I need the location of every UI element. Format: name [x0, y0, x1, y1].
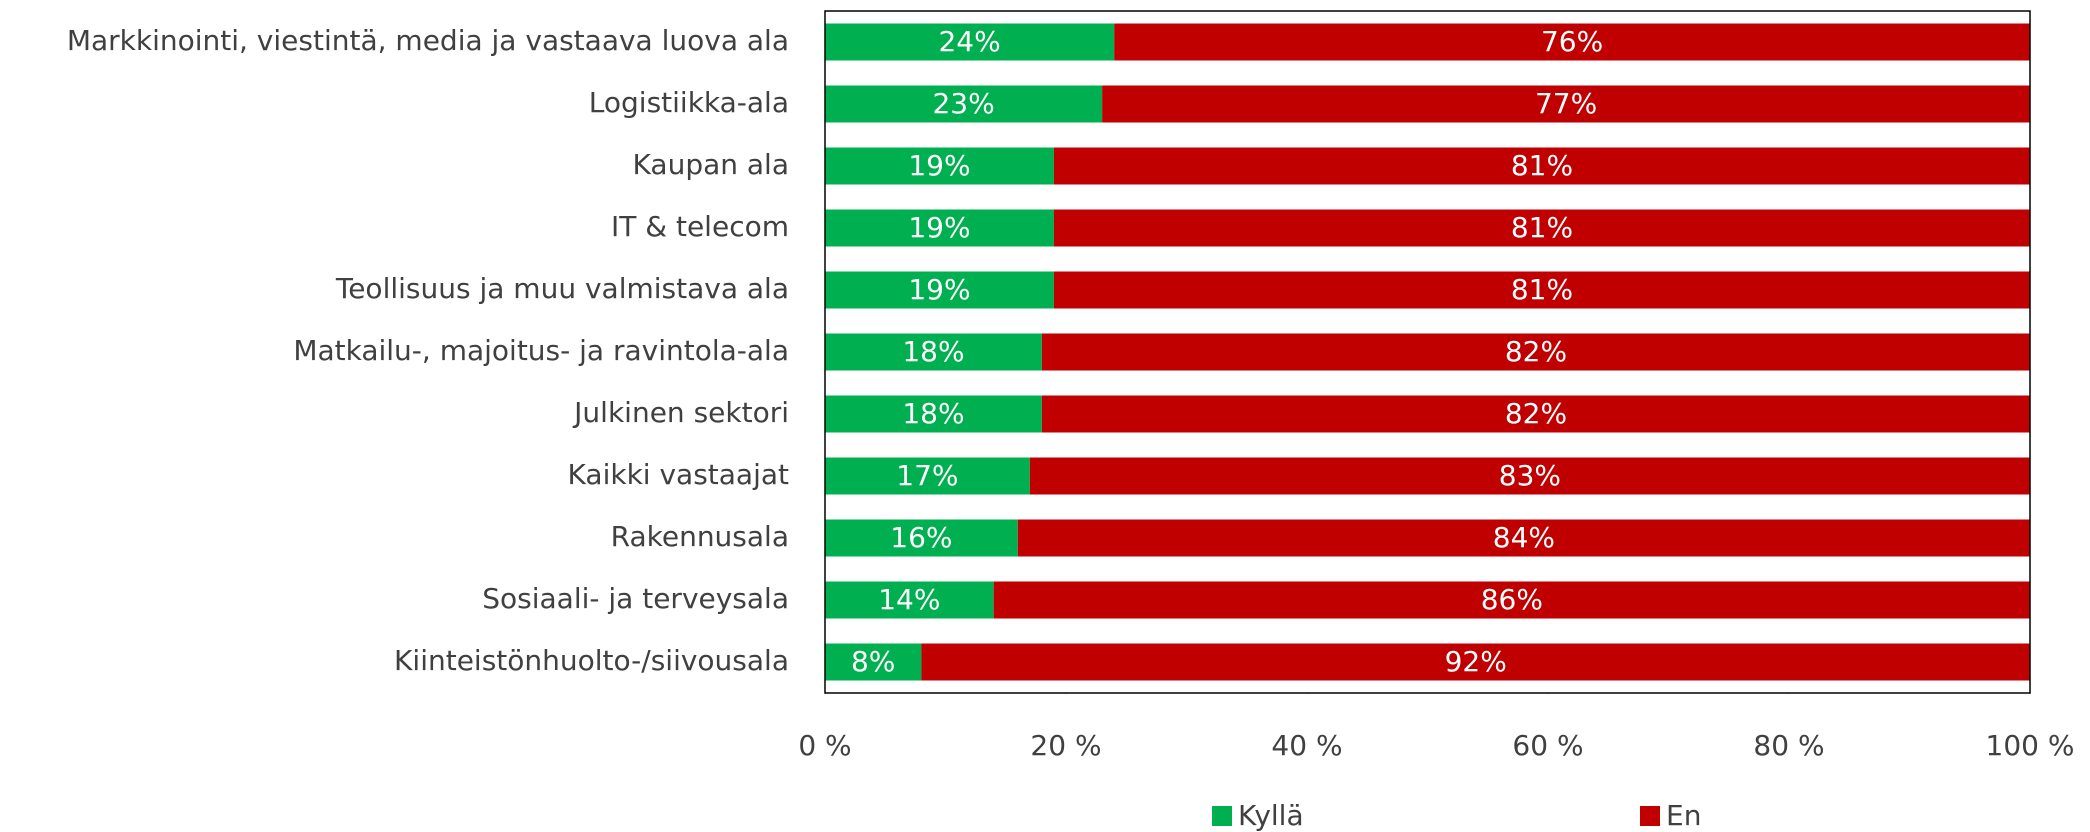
x-tick-label: 60 %: [1512, 729, 1583, 762]
category-label: Rakennusala: [611, 520, 789, 553]
value-label: 81%: [1511, 149, 1573, 182]
value-label: 14%: [878, 583, 940, 616]
value-label: 83%: [1499, 459, 1561, 492]
plot-frame: [824, 10, 2031, 694]
bar-segment: [825, 519, 1018, 557]
value-label: 82%: [1505, 335, 1567, 368]
x-tick-label: 80 %: [1753, 729, 1824, 762]
value-label: 19%: [908, 273, 970, 306]
category-label: Teollisuus ja muu valmistava ala: [335, 272, 789, 305]
bar-segment: [825, 209, 1054, 247]
bar-segment: [1053, 209, 2030, 247]
legend-swatch: [1640, 806, 1660, 826]
x-tick-label: 40 %: [1271, 729, 1342, 762]
value-label: 84%: [1493, 521, 1555, 554]
value-label: 92%: [1445, 645, 1507, 678]
x-tick-label: 100 %: [1986, 729, 2075, 762]
bar-segment: [1053, 271, 2030, 309]
value-label: 77%: [1535, 87, 1597, 120]
x-tick-label: 20 %: [1030, 729, 1101, 762]
bar-segment: [825, 147, 1054, 185]
value-label: 16%: [890, 521, 952, 554]
bar-segment: [1041, 333, 2030, 371]
category-label: Sosiaali- ja terveysala: [482, 582, 789, 615]
legend-label: Kyllä: [1238, 799, 1304, 832]
bar-segment: [825, 457, 1030, 495]
value-label: 17%: [896, 459, 958, 492]
value-label: 81%: [1511, 211, 1573, 244]
bar-segment: [921, 643, 2030, 681]
category-label: IT & telecom: [611, 210, 789, 243]
bar-segment: [825, 395, 1042, 433]
value-label: 24%: [938, 25, 1000, 58]
bar-segment: [1053, 147, 2030, 185]
legend-swatch: [1212, 806, 1232, 826]
bar-segment: [1114, 23, 2030, 61]
bar-segment: [825, 85, 1103, 123]
value-label: 18%: [902, 335, 964, 368]
bar-segment: [825, 23, 1115, 61]
category-label: Julkinen sektori: [572, 396, 789, 429]
bar-segment: [1102, 85, 2030, 123]
value-label: 23%: [932, 87, 994, 120]
category-label: Kaikki vastaajat: [568, 458, 789, 491]
bar-segment: [825, 581, 994, 619]
value-label: 86%: [1481, 583, 1543, 616]
legend-label: En: [1666, 799, 1701, 832]
category-label: Markkinointi, viestintä, media ja vastaa…: [67, 24, 789, 57]
value-label: 82%: [1505, 397, 1567, 430]
value-label: 18%: [902, 397, 964, 430]
bar-segment: [1029, 457, 2030, 495]
value-label: 76%: [1541, 25, 1603, 58]
bar-segment: [825, 333, 1042, 371]
category-label: Kaupan ala: [633, 148, 789, 181]
value-label: 19%: [908, 149, 970, 182]
category-label: Kiinteistönhuolto-/siivousala: [394, 644, 789, 677]
bar-segment: [1017, 519, 2030, 557]
x-tick-label: 0 %: [798, 729, 851, 762]
category-label: Matkailu-, majoitus- ja ravintola-ala: [293, 334, 789, 367]
value-label: 19%: [908, 211, 970, 244]
category-label: Logistiikka-ala: [589, 86, 789, 119]
value-label: 8%: [851, 645, 895, 678]
bar-segment: [993, 581, 2031, 619]
bar-segment: [1041, 395, 2030, 433]
bar-segment: [825, 643, 922, 681]
bar-segment: [825, 271, 1054, 309]
value-label: 81%: [1511, 273, 1573, 306]
